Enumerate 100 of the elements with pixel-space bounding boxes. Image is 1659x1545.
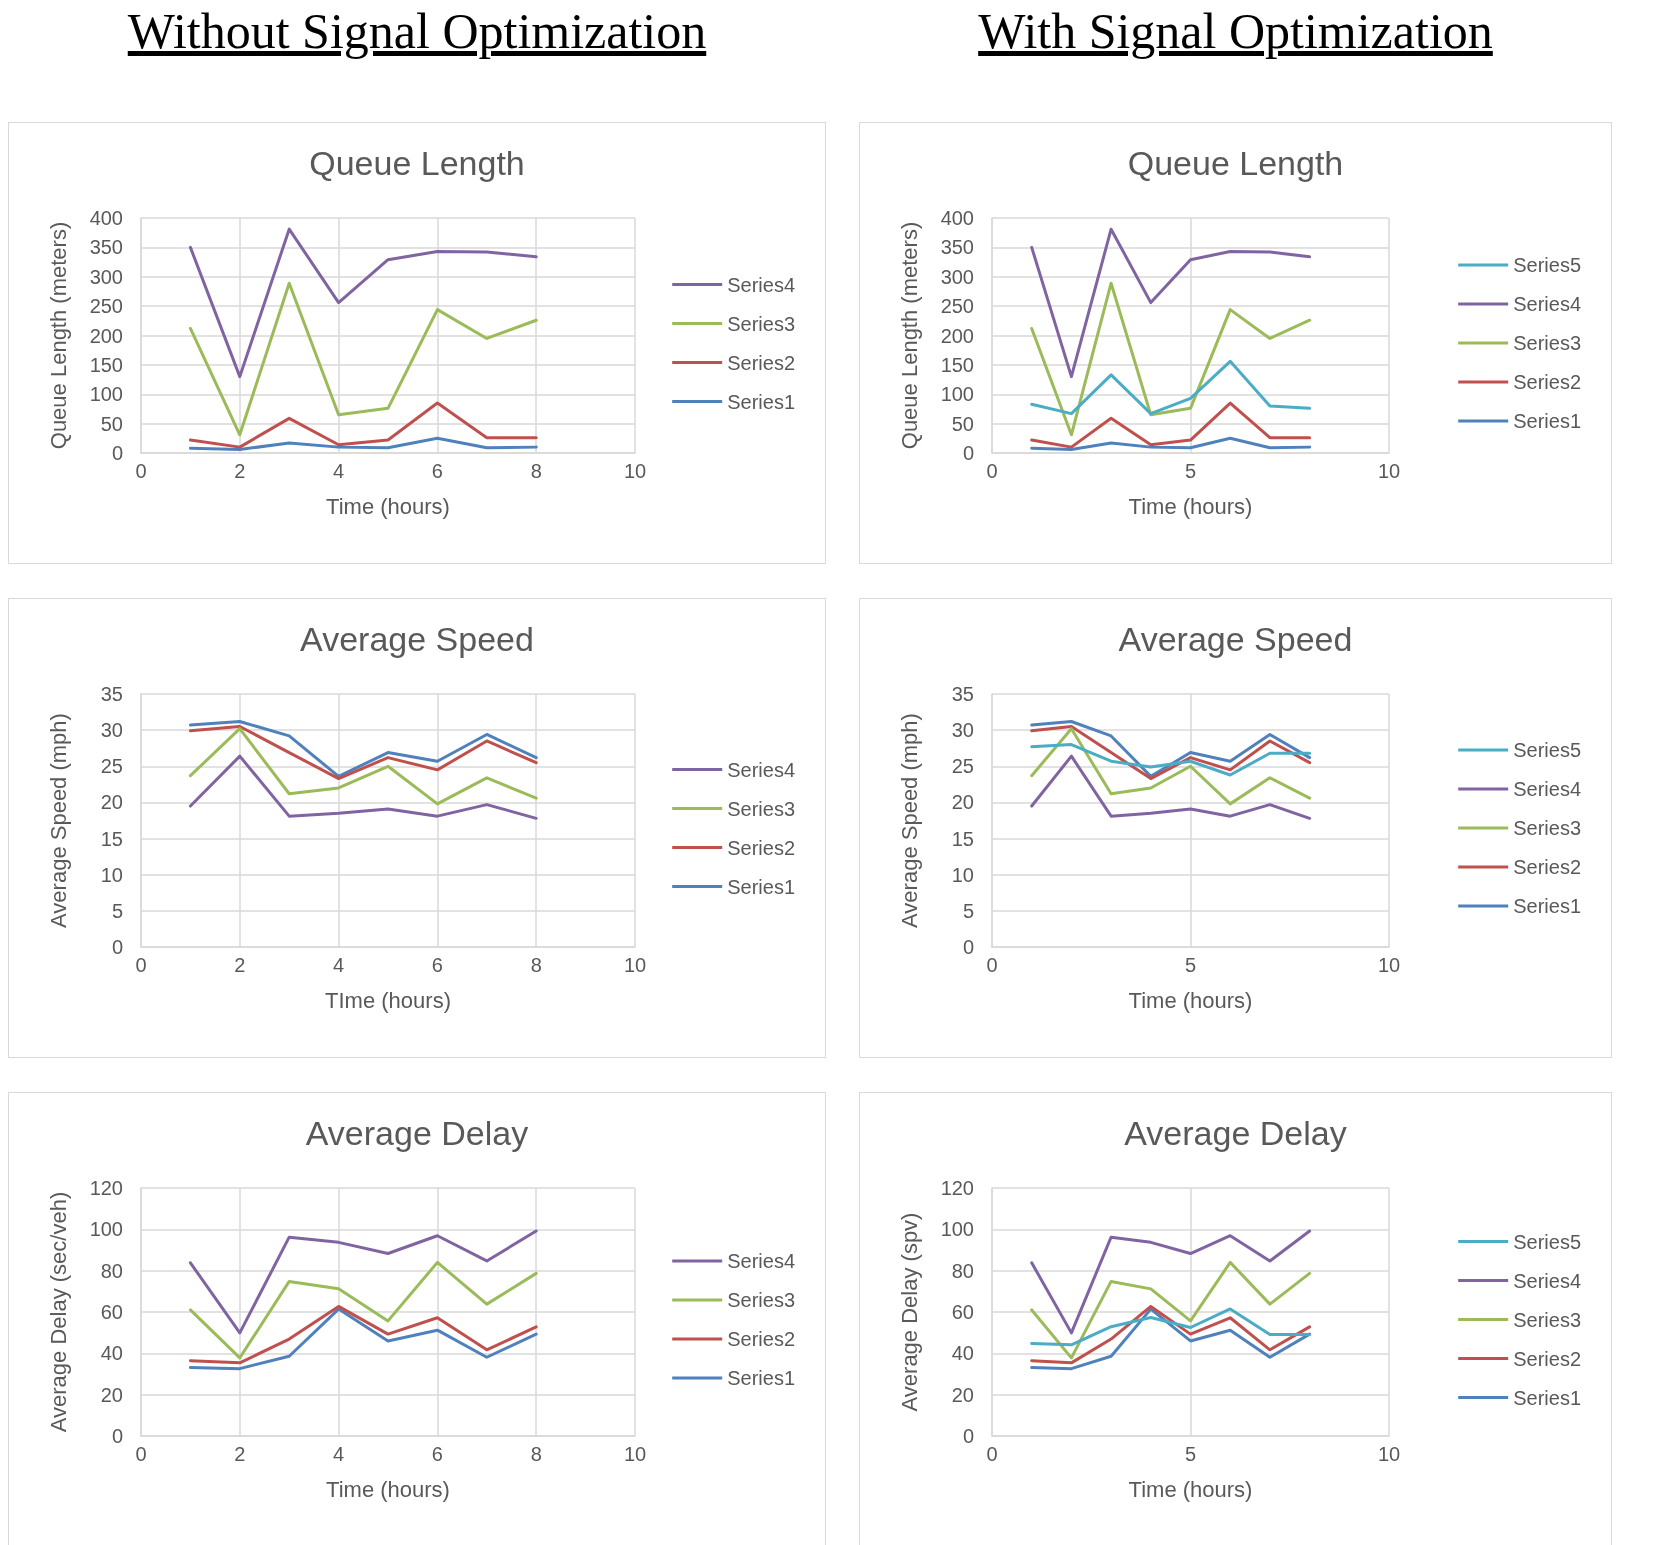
y-tick-label: 30 [951,719,974,742]
line-series [1030,1260,1312,1360]
legend-label: Series5 [1513,254,1581,276]
x-tick-label: 10 [623,460,647,482]
x-tick-label: 2 [234,954,246,976]
y-tick-label: 80 [100,1259,123,1282]
x-tick-label: 4 [333,460,345,482]
x-tick-label: 4 [333,954,345,976]
y-tick-label: 200 [89,324,123,347]
x-tick-label: 0 [986,954,998,976]
y-tick-label: 50 [100,412,123,435]
y-tick-label: 0 [962,1425,974,1447]
x-tick-label: 6 [431,1443,443,1465]
y-tick-label: 100 [940,383,974,406]
x-tick-label: 2 [234,1443,246,1465]
x-tick-label: 4 [333,1443,345,1465]
chart-title: Average Delay [305,1114,529,1152]
y-tick-label: 5 [111,899,123,922]
y-tick-label: 10 [951,863,974,886]
y-tick-label: 400 [940,207,974,229]
x-tick-label: 0 [135,1443,147,1465]
y-axis-title: Average Speed (mph) [45,713,71,928]
x-tick-label: 6 [431,954,443,976]
y-tick-label: 0 [111,936,123,958]
line-series [1030,401,1312,449]
line-series [1030,436,1312,451]
x-tick-label: 10 [623,954,647,976]
line-series [188,436,538,451]
y-tick-label: 100 [89,383,123,406]
legend-label: Series2 [727,1328,795,1350]
legend-label: Series1 [1513,410,1581,432]
y-tick-label: 350 [89,236,123,259]
y-tick-label: 60 [100,1301,123,1323]
y-tick-label: 35 [100,683,123,705]
x-tick-label: 5 [1184,954,1197,976]
y-tick-label: 25 [100,755,123,778]
line-series [1030,1229,1312,1335]
legend-label: Series3 [1513,1308,1581,1331]
y-tick-label: 50 [951,412,974,435]
chart-title: Average Speed [1118,620,1353,658]
line-series [188,754,538,820]
x-axis-title: Time (hours) [326,493,450,519]
y-axis-title: Queue Length (meters) [45,221,71,450]
line-series [1030,227,1312,379]
y-tick-label: 0 [111,442,123,464]
line-series [188,281,538,437]
x-tick-label: 10 [623,1443,647,1465]
y-tick-label: 40 [100,1342,123,1365]
x-tick-label: 8 [530,460,542,482]
y-tick-label: 15 [951,827,974,850]
text: Without Signal Optimization [126,2,708,60]
y-tick-label: 150 [89,353,123,376]
x-tick-label: 2 [234,460,246,482]
y-tick-label: 120 [940,1177,974,1199]
y-tick-label: 15 [100,827,123,850]
x-tick-label: 0 [135,460,147,482]
y-tick-label: 20 [100,1383,123,1406]
y-tick-label: 200 [940,324,974,347]
x-tick-label: 8 [530,1443,542,1465]
y-tick-label: 0 [111,1425,123,1447]
y-tick-label: 300 [940,265,974,288]
line-series [1030,743,1312,777]
legend-label: Series1 [727,1367,795,1389]
legend-label: Series1 [727,875,795,898]
y-tick-label: 0 [962,442,974,464]
y-axis-title: Queue Length (meters) [896,221,922,450]
line-series [188,1229,538,1335]
legend-label: Series1 [1513,895,1581,917]
y-tick-label: 25 [951,755,974,778]
legend-label: Series3 [727,797,795,820]
line-series [1030,1307,1312,1347]
x-tick-label: 5 [1184,460,1197,482]
legend-label: Series2 [727,351,795,374]
legend-label: Series3 [1513,332,1581,354]
chart-title: Queue Length [1127,144,1344,182]
y-tick-label: 150 [940,353,974,376]
line-series [1030,727,1312,806]
x-tick-label: 5 [1184,1443,1197,1465]
x-tick-label: 0 [986,1443,998,1465]
chart-title: Average Speed [300,620,534,658]
legend-label: Series4 [727,758,795,781]
legend-label: Series3 [1513,817,1581,839]
y-axis-title: Average Delay (sec/veh) [45,1191,71,1433]
y-tick-label: 20 [951,791,974,814]
y-axis-title: Average Delay (spv) [896,1212,922,1412]
y-tick-label: 100 [940,1218,974,1241]
x-axis-title: Time (hours) [1128,987,1253,1013]
y-tick-label: 35 [951,683,974,705]
chart-title: Queue Length [309,144,525,182]
line-series [1030,754,1312,820]
y-tick-label: 30 [100,719,123,742]
y-tick-label: 350 [940,236,974,259]
y-tick-label: 10 [100,863,123,886]
y-axis-title: Average Speed (mph) [896,713,922,928]
x-axis-title: Time (hours) [1128,493,1253,519]
line-series [188,227,538,379]
line-series [188,401,538,449]
legend-label: Series2 [1513,371,1581,393]
legend-label: Series5 [1513,1230,1581,1253]
y-tick-label: 250 [89,295,123,318]
